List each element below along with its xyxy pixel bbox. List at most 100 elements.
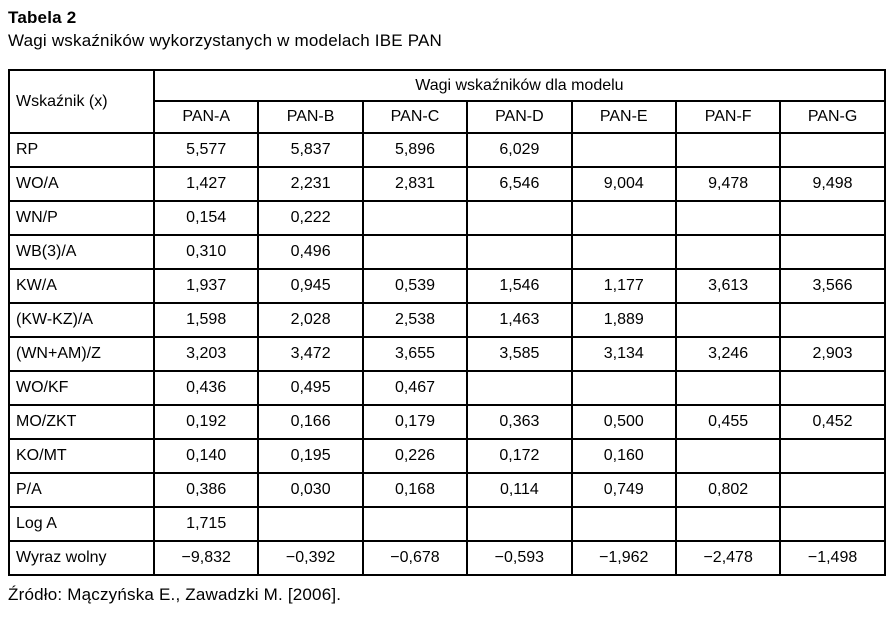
value-cell: 2,538	[361, 302, 469, 338]
indicator-cell: WO/A	[8, 166, 155, 202]
table-caption-number: Tabela 2	[8, 8, 77, 27]
value-cell: 1,715	[152, 506, 260, 542]
value-cell: 3,246	[674, 336, 782, 372]
value-cell: 3,613	[674, 268, 782, 304]
value-cell: 0,467	[361, 370, 469, 406]
value-cell: 0,140	[152, 438, 260, 474]
indicator-cell: (WN+AM)/Z	[8, 336, 155, 372]
value-cell	[674, 506, 782, 542]
value-cell: 2,028	[257, 302, 364, 338]
table-header: Wskaźnik (x) Wagi wskaźników dla modelu …	[8, 69, 886, 134]
table-row: P/A 0,386 0,030 0,168 0,114 0,749 0,802	[8, 472, 886, 508]
table-row: WO/KF 0,436 0,495 0,467	[8, 370, 886, 406]
value-cell: 2,231	[257, 166, 364, 202]
group-header: Wagi wskaźników dla modelu	[153, 69, 886, 102]
value-cell	[570, 370, 677, 406]
value-cell	[257, 506, 364, 542]
value-cell: 0,500	[570, 404, 677, 440]
value-cell: 1,889	[570, 302, 677, 338]
value-cell: 3,472	[257, 336, 364, 372]
value-cell: 0,114	[466, 472, 573, 508]
table-row: KO/MT 0,140 0,195 0,226 0,172 0,160	[8, 438, 886, 474]
value-cell	[779, 370, 886, 406]
value-cell: 0,168	[361, 472, 469, 508]
indicator-cell: WN/P	[8, 200, 155, 236]
model-header: PAN-A	[152, 100, 260, 134]
model-header: PAN-B	[257, 100, 364, 134]
value-cell: −0,392	[257, 540, 364, 576]
value-cell: 0,452	[779, 404, 886, 440]
value-cell: 0,749	[570, 472, 677, 508]
indicator-cell: Wyraz wolny	[8, 540, 155, 576]
value-cell	[361, 234, 469, 270]
indicator-cell: RP	[8, 132, 155, 168]
value-cell: 3,655	[361, 336, 469, 372]
indicator-cell: MO/ZKT	[8, 404, 155, 440]
table-body: RP 5,577 5,837 5,896 6,029 WO/A 1,427 2,231 2,83…	[8, 132, 886, 576]
value-cell: −9,832	[152, 540, 260, 576]
value-cell: 6,546	[466, 166, 573, 202]
value-cell: 1,546	[466, 268, 573, 304]
value-cell	[779, 234, 886, 270]
model-header: PAN-C	[361, 100, 469, 134]
model-header: PAN-E	[570, 100, 677, 134]
value-cell: 0,436	[152, 370, 260, 406]
indicator-cell: KO/MT	[8, 438, 155, 474]
value-cell: 3,585	[466, 336, 573, 372]
value-cell: 1,427	[152, 166, 260, 202]
value-cell: 0,945	[257, 268, 364, 304]
value-cell	[779, 472, 886, 508]
value-cell: 1,463	[466, 302, 573, 338]
value-cell	[674, 438, 782, 474]
weights-table: Wskaźnik (x) Wagi wskaźników dla modelu …	[8, 69, 886, 576]
indicator-cell: WO/KF	[8, 370, 155, 406]
value-cell	[570, 132, 677, 168]
value-cell: 9,004	[570, 166, 677, 202]
indicator-cell: Log A	[8, 506, 155, 542]
value-cell: 3,203	[152, 336, 260, 372]
value-cell	[779, 302, 886, 338]
value-cell	[570, 506, 677, 542]
table-row: MO/ZKT 0,192 0,166 0,179 0,363 0,500 0,455 0,45…	[8, 404, 886, 440]
value-cell: 0,160	[570, 438, 677, 474]
table-caption-text: Wagi wskaźników wykorzystanych w modelac…	[8, 31, 442, 50]
value-cell: 0,192	[152, 404, 260, 440]
value-cell: 0,030	[257, 472, 364, 508]
value-cell	[779, 132, 886, 168]
header-row-models: PAN-A PAN-B PAN-C PAN-D PAN-E PAN-F PAN-G	[9, 100, 886, 134]
value-cell: 0,195	[257, 438, 364, 474]
value-cell: 0,386	[152, 472, 260, 508]
value-cell: 0,495	[257, 370, 364, 406]
value-cell: 1,937	[152, 268, 260, 304]
table-row: WN/P 0,154 0,222	[8, 200, 886, 236]
indicator-cell: WB(3)/A	[8, 234, 155, 270]
value-cell: 0,166	[257, 404, 364, 440]
value-cell: 0,310	[152, 234, 260, 270]
value-cell: 0,154	[152, 200, 260, 236]
value-cell: 5,896	[361, 132, 469, 168]
value-cell	[674, 200, 782, 236]
table-row: WO/A 1,427 2,231 2,831 6,546 9,004 9,478 9,498	[8, 166, 886, 202]
table-row: Log A 1,715	[8, 506, 886, 542]
value-cell: −0,593	[466, 540, 573, 576]
value-cell: 0,802	[674, 472, 782, 508]
value-cell: 5,577	[152, 132, 260, 168]
value-cell: −2,478	[674, 540, 782, 576]
value-cell	[466, 370, 573, 406]
table-row: Wyraz wolny −9,832 −0,392 −0,678 −0,593 −1,96…	[8, 540, 886, 576]
model-header: PAN-F	[674, 100, 782, 134]
value-cell	[779, 200, 886, 236]
value-cell: −1,498	[779, 540, 886, 576]
table-row: (WN+AM)/Z 3,203 3,472 3,655 3,585 3,134 3,246 2…	[8, 336, 886, 372]
table-row: KW/A 1,937 0,945 0,539 1,546 1,177 3,613 3,566	[8, 268, 886, 304]
value-cell	[674, 234, 782, 270]
value-cell	[674, 132, 782, 168]
value-cell	[570, 200, 677, 236]
table-row: WB(3)/A 0,310 0,496	[8, 234, 886, 270]
model-header: PAN-G	[779, 100, 886, 134]
value-cell	[570, 234, 677, 270]
value-cell: 1,598	[152, 302, 260, 338]
value-cell: 0,539	[361, 268, 469, 304]
value-cell	[361, 200, 469, 236]
value-cell: 0,222	[257, 200, 364, 236]
